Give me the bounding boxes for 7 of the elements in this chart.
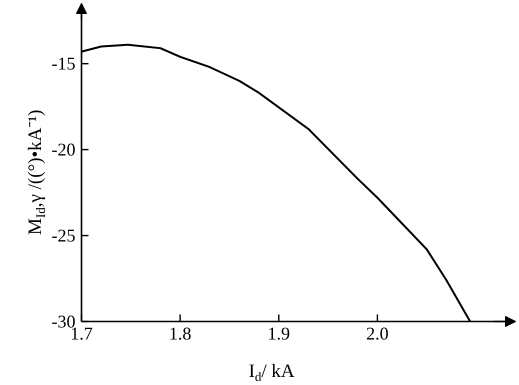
y-tick-label: -25 <box>52 226 76 246</box>
y-axis-title: MId,γ /((°)•kA⁻¹) <box>25 110 48 235</box>
y-tick-label: -20 <box>52 140 76 160</box>
y-tick-label: -15 <box>52 54 76 74</box>
x-tick-label: 1.8 <box>168 324 192 344</box>
x-tick-label: 2.0 <box>366 324 389 344</box>
x-tick-label: 1.9 <box>268 324 290 344</box>
